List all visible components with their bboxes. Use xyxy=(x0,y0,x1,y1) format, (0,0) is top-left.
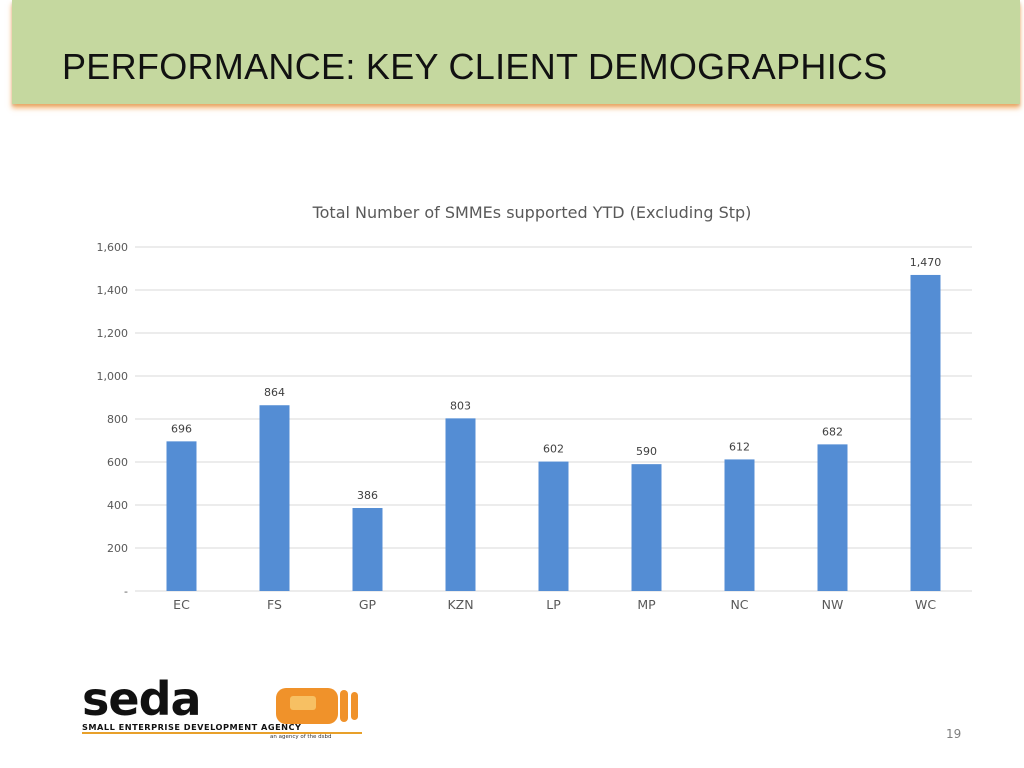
slide-number: 19 xyxy=(946,727,962,741)
y-tick-label: 400 xyxy=(107,499,128,512)
x-tick-label-ec: EC xyxy=(173,597,190,612)
x-tick-label-fs: FS xyxy=(267,597,282,612)
seda-logo: seda SMALL ENTERPRISE DEVELOPMENT AGENCY… xyxy=(82,676,372,744)
x-axis-tick-labels: EC FS GP KZN LP MP NC NW WC xyxy=(173,597,936,612)
data-labels: 696 864 386 803 602 590 612 682 1,470 xyxy=(171,256,941,502)
y-tick-label: - xyxy=(124,585,128,598)
data-label-kzn: 803 xyxy=(450,399,471,412)
data-label-lp: 602 xyxy=(543,443,564,456)
bars xyxy=(166,274,941,591)
y-tick-label: 1,200 xyxy=(97,327,129,340)
x-tick-label-nc: NC xyxy=(730,597,748,612)
logo-underline xyxy=(82,732,362,734)
logo-tagline: an agency of the dsbd xyxy=(270,734,332,740)
title-banner: PERFORMANCE: KEY CLIENT DEMOGRAPHICS xyxy=(12,0,1020,104)
logo-mark-bar-2 xyxy=(351,692,358,720)
x-tick-label-gp: GP xyxy=(359,597,377,612)
x-tick-label-mp: MP xyxy=(637,597,656,612)
bar-nw xyxy=(817,444,848,591)
bar-gp xyxy=(352,508,383,591)
bar-kzn xyxy=(445,418,476,591)
bar-mp xyxy=(631,464,662,591)
y-tick-label: 200 xyxy=(107,542,128,555)
logo-mark-bar-1 xyxy=(340,690,348,722)
y-tick-label: 1,000 xyxy=(97,370,129,383)
data-label-fs: 864 xyxy=(264,386,285,399)
bar-nc xyxy=(724,459,755,591)
data-label-nw: 682 xyxy=(822,425,843,438)
data-label-mp: 590 xyxy=(636,445,657,458)
y-axis-tick-labels: - 200 400 600 800 1,000 1,200 1,400 1,600 xyxy=(97,241,129,598)
y-tick-label: 800 xyxy=(107,413,128,426)
logo-mark-inner xyxy=(290,696,316,710)
logo-mark-icon xyxy=(276,688,358,724)
data-label-wc: 1,470 xyxy=(910,256,942,269)
data-label-nc: 612 xyxy=(729,440,750,453)
data-label-ec: 696 xyxy=(171,422,192,435)
bar-wc xyxy=(910,274,941,591)
logo-agency-name: SMALL ENTERPRISE DEVELOPMENT AGENCY xyxy=(82,722,302,732)
chart-title: Total Number of SMMEs supported YTD (Exc… xyxy=(312,203,752,222)
y-tick-label: 1,600 xyxy=(97,241,129,254)
y-tick-label: 600 xyxy=(107,456,128,469)
data-label-gp: 386 xyxy=(357,489,378,502)
logo-wordmark: seda xyxy=(82,672,202,726)
y-tick-label: 1,400 xyxy=(97,284,129,297)
page-title: PERFORMANCE: KEY CLIENT DEMOGRAPHICS xyxy=(62,46,888,87)
x-tick-label-wc: WC xyxy=(915,597,936,612)
bar-fs xyxy=(259,405,290,591)
bar-ec xyxy=(166,441,197,591)
x-tick-label-nw: NW xyxy=(822,597,844,612)
x-tick-label-lp: LP xyxy=(546,597,561,612)
x-tick-label-kzn: KZN xyxy=(447,597,473,612)
bar-lp xyxy=(538,461,569,591)
